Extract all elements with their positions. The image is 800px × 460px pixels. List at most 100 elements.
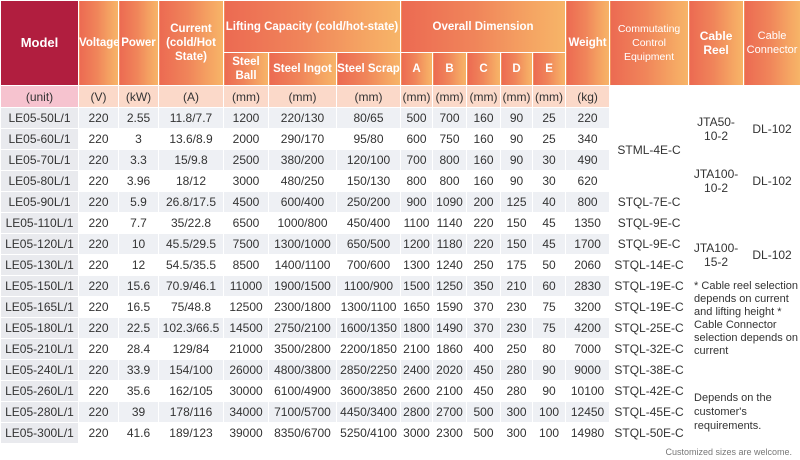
table-row: LE05-150L/1 220 15.6 70.9/46.1 11000 1900/150…	[0, 275, 800, 381]
commutating-cell: STQL-19E-C	[609, 296, 690, 318]
model-cell: LE05-240L/1	[0, 359, 79, 381]
dim-e-cell: 45	[532, 212, 567, 234]
power-cell: 16.5	[118, 296, 159, 318]
table-row: LE05-120L/1 220 10 45.5/29.5 7500 1300/1000 65…	[0, 233, 800, 276]
dim-a-cell: 2600	[400, 380, 434, 402]
dim-c-cell: 160	[466, 149, 502, 171]
power-cell: 39	[118, 401, 159, 423]
steel-scrap-cell: 3600/3850	[335, 380, 402, 402]
spec-table: Model Voltage Power Current (cold/Hot St…	[0, 0, 800, 444]
dim-a-cell: 2100	[400, 338, 434, 360]
steel-scrap-cell: 2850/2250	[335, 359, 402, 381]
weight-cell: 2060	[565, 254, 611, 276]
dim-a-cell: 3000	[400, 422, 434, 444]
steel-ingot-cell: 7100/5700	[268, 401, 337, 423]
dim-c-cell: 370	[466, 317, 502, 339]
steel-scrap-cell: 4450/3400	[335, 401, 402, 423]
table-row: LE05-110L/1 220 7.7 35/22.8 6500 1000/800 450/…	[0, 212, 800, 234]
header-dim-b: B	[432, 52, 468, 86]
dim-b-cell: 800	[432, 149, 468, 171]
current-cell: 45.5/29.5	[158, 233, 224, 255]
weight-cell: 7000	[565, 338, 611, 360]
voltage-cell: 220	[78, 317, 119, 339]
dim-a-cell: 1100	[400, 212, 434, 234]
dim-a-cell: 800	[400, 170, 434, 192]
dim-d-cell: 230	[500, 317, 534, 339]
weight-cell: 800	[565, 191, 611, 213]
unit-cell: (mm)	[268, 85, 337, 108]
dim-b-cell: 800	[432, 170, 468, 192]
unit-blank	[688, 85, 745, 108]
steel-ingot-cell: 1900/1500	[268, 275, 337, 297]
footnote: Customized sizes are welcome.	[665, 447, 792, 457]
header-commutating: Commutating Control Equipment	[609, 0, 690, 86]
voltage-cell: 220	[78, 338, 119, 360]
power-cell: 12	[118, 254, 159, 276]
weight-cell: 490	[565, 149, 611, 171]
weight-cell: 3200	[565, 296, 611, 318]
unit-cell: (mm)	[432, 85, 468, 108]
dim-d-cell: 150	[500, 212, 534, 234]
power-cell: 22.5	[118, 317, 159, 339]
header-dim-e: E	[532, 52, 567, 86]
dim-a-cell: 2400	[400, 359, 434, 381]
steel-ingot-cell: 290/170	[268, 128, 337, 150]
customer-note: Depends on the customer's requirements.	[688, 380, 800, 444]
dim-d-cell: 125	[500, 191, 534, 213]
dim-e-cell: 40	[532, 191, 567, 213]
unit-cell: (V)	[78, 85, 119, 108]
voltage-cell: 220	[78, 233, 119, 255]
dim-b-cell: 2300	[432, 422, 468, 444]
power-cell: 3	[118, 128, 159, 150]
current-cell: 15/9.8	[158, 149, 224, 171]
voltage-cell: 220	[78, 296, 119, 318]
current-cell: 35/22.8	[158, 212, 224, 234]
commutating-cell: STQL-25E-C	[609, 317, 690, 339]
dim-b-cell: 2020	[432, 359, 468, 381]
dim-a-cell: 2800	[400, 401, 434, 423]
dim-c-cell: 500	[466, 401, 502, 423]
dim-b-cell: 1590	[432, 296, 468, 318]
dim-d-cell: 230	[500, 296, 534, 318]
dim-a-cell: 500	[400, 107, 434, 129]
dim-c-cell: 500	[466, 422, 502, 444]
current-cell: 178/116	[158, 401, 224, 423]
header-current: Current (cold/Hot State)	[158, 0, 224, 86]
steel-ball-cell: 7500	[223, 233, 269, 255]
current-cell: 26.8/17.5	[158, 191, 224, 213]
steel-ingot-cell: 480/250	[268, 170, 337, 192]
unit-row: (unit) (V) (kW) (A) (mm) (mm) (mm) (mm) …	[0, 85, 800, 108]
dim-e-cell: 50	[532, 254, 567, 276]
commutating-cell: STQL-19E-C	[609, 275, 690, 297]
dim-d-cell: 90	[500, 107, 534, 129]
dim-c-cell: 220	[466, 233, 502, 255]
dim-e-cell: 30	[532, 170, 567, 192]
commutating-cell: STQL-42E-C	[609, 380, 690, 402]
weight-cell: 9000	[565, 359, 611, 381]
weight-cell: 620	[565, 170, 611, 192]
cable-note: * Cable reel selection depends on curren…	[688, 275, 800, 381]
model-cell: LE05-60L/1	[0, 128, 79, 150]
dim-d-cell: 300	[500, 422, 534, 444]
current-cell: 70.9/46.1	[158, 275, 224, 297]
table-row: LE05-180L/1 220 22.5 102.3/66.5 14500 2750/21…	[0, 317, 800, 339]
power-cell: 33.9	[118, 359, 159, 381]
power-cell: 35.6	[118, 380, 159, 402]
weight-cell: 2830	[565, 275, 611, 297]
unit-blank	[609, 85, 690, 108]
steel-ball-cell: 8500	[223, 254, 269, 276]
dim-c-cell: 250	[466, 254, 502, 276]
power-cell: 28.4	[118, 338, 159, 360]
dim-e-cell: 100	[532, 422, 567, 444]
steel-ingot-cell: 8350/6700	[268, 422, 337, 444]
unit-cell: (mm)	[335, 85, 402, 108]
dim-b-cell: 2700	[432, 401, 468, 423]
commutating-cell: STQL-45E-C	[609, 401, 690, 423]
current-cell: 162/105	[158, 380, 224, 402]
weight-cell: 1700	[565, 233, 611, 255]
table-row: LE05-90L/1 220 5.9 26.8/17.5 4500 600/400 250/…	[0, 191, 800, 213]
cable-reel-cell: JTA50-10-2	[688, 107, 745, 150]
dim-b-cell: 1250	[432, 275, 468, 297]
steel-ball-cell: 39000	[223, 422, 269, 444]
dim-e-cell: 90	[532, 359, 567, 381]
